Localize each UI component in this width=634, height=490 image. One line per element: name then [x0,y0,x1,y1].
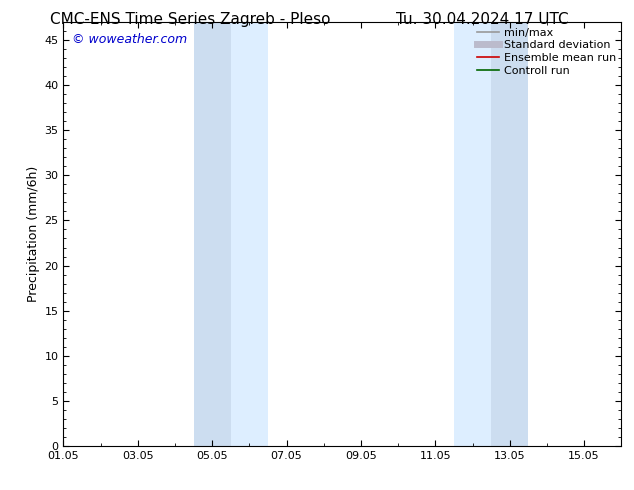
Bar [454,22,491,446]
Bar [193,22,231,446]
Text: Tu. 30.04.2024 17 UTC: Tu. 30.04.2024 17 UTC [396,12,568,27]
Text: © woweather.com: © woweather.com [72,33,187,46]
Bar [231,22,268,446]
Text: CMC-ENS Time Series Zagreb - Pleso: CMC-ENS Time Series Zagreb - Pleso [50,12,330,27]
Y-axis label: Precipitation (mm/6h): Precipitation (mm/6h) [27,166,40,302]
Bar [491,22,528,446]
Legend: min/max, Standard deviation, Ensemble mean run, Controll run: min/max, Standard deviation, Ensemble me… [475,25,618,78]
